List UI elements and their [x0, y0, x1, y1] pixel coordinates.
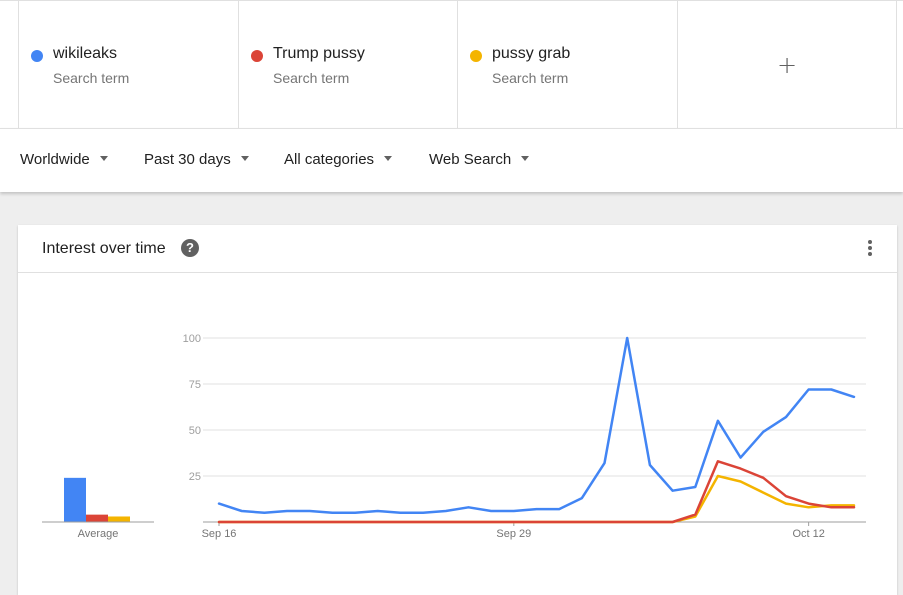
series-color-dot-icon [470, 50, 482, 62]
card-title: Interest over time [42, 240, 166, 257]
x-tick-label: Oct 12 [792, 528, 824, 540]
plus-icon: + [776, 51, 798, 79]
series-color-dot-icon [251, 50, 263, 62]
more-vert-icon[interactable] [867, 240, 873, 258]
x-tick-label: Sep 16 [202, 528, 237, 540]
category-dropdown[interactable]: All categories [284, 151, 393, 168]
interest-over-time-card: Interest over time ? 100 75 50 25 Sep 16 Sep … [18, 225, 897, 595]
average-bar-pussy-grab [108, 516, 130, 522]
dropdown-arrow-icon [99, 156, 108, 161]
term-pussy-grab[interactable]: pussy grab Search term [457, 1, 678, 129]
average-bar-wikileaks [64, 477, 86, 522]
term-subtitle: Search term [53, 70, 130, 86]
time-range-dropdown[interactable]: Past 30 days [144, 151, 249, 168]
y-tick-label: 25 [189, 471, 201, 483]
search-terms-bar: wikileaks Search term Trump pussy Search… [0, 0, 903, 129]
dropdown-arrow-icon [521, 156, 530, 161]
series-line-trump-pussy [217, 460, 856, 524]
y-tick-label: 100 [183, 333, 201, 345]
filter-bar: Worldwide Past 30 days All categories We… [0, 128, 903, 192]
series-color-dot-icon [31, 50, 43, 62]
time-range-label: Past 30 days [144, 151, 231, 168]
average-label: Average [78, 528, 119, 540]
chart-lines [217, 336, 856, 524]
dropdown-arrow-icon [384, 156, 393, 161]
card-header: Interest over time ? [18, 225, 897, 273]
series-line-wikileaks [217, 336, 856, 515]
region-dropdown[interactable]: Worldwide [20, 151, 108, 168]
search-type-label: Web Search [429, 151, 512, 168]
chart-labels: 100 75 50 25 Sep 16 Sep 29 Oct 12 Average [78, 333, 825, 540]
term-trump-pussy[interactable]: Trump pussy Search term [238, 1, 458, 129]
y-tick-label: 75 [189, 379, 201, 391]
term-wikileaks[interactable]: wikileaks Search term [18, 1, 238, 129]
term-name: Trump pussy [273, 45, 365, 62]
help-icon[interactable]: ? [181, 239, 199, 257]
average-bars [42, 477, 154, 523]
term-name: wikileaks [53, 45, 118, 62]
term-subtitle: Search term [492, 70, 569, 86]
add-term-button[interactable]: + [677, 1, 897, 129]
chart-grid [203, 337, 866, 526]
term-name: pussy grab [492, 45, 571, 62]
x-tick-label: Sep 29 [496, 528, 531, 540]
search-type-dropdown[interactable]: Web Search [429, 151, 530, 168]
dropdown-arrow-icon [240, 156, 249, 161]
average-bar-trump-pussy [86, 514, 108, 522]
region-label: Worldwide [20, 151, 90, 168]
term-subtitle: Search term [273, 70, 350, 86]
y-tick-label: 50 [189, 425, 201, 437]
category-label: All categories [284, 151, 375, 168]
interest-chart[interactable]: 100 75 50 25 Sep 16 Sep 29 Oct 12 Average [18, 274, 897, 595]
series-line-pussy-grab [217, 474, 856, 524]
